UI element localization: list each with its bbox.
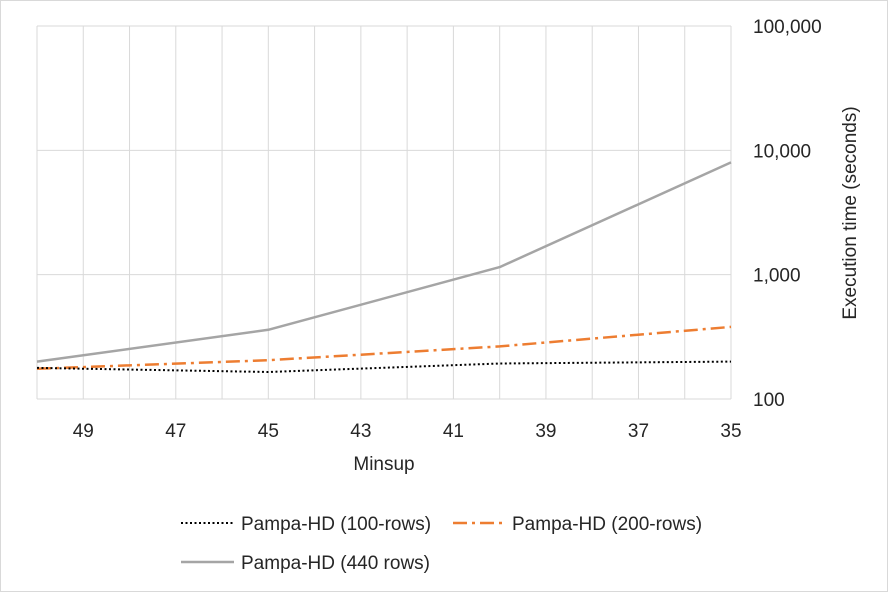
x-axis-ticks: 49 47 45 43 41 39 37 35: [73, 421, 742, 442]
y-tick-label: 100: [753, 390, 785, 411]
x-tick-label: 41: [443, 421, 464, 442]
y-axis-ticks: 100 1,000 10,000 100,000: [753, 17, 822, 411]
x-axis-label: Minsup: [353, 454, 414, 475]
legend-label-3: Pampa-HD (440 rows): [241, 553, 430, 574]
legend-label-1: Pampa-HD (100-rows): [241, 514, 431, 535]
gridlines: [36, 25, 732, 400]
y-tick-label: 100,000: [753, 17, 822, 38]
x-tick-label: 35: [720, 421, 741, 442]
x-tick-label: 37: [628, 421, 649, 442]
x-tick-label: 47: [165, 421, 186, 442]
y-tick-label: 1,000: [753, 266, 801, 287]
series-line-3: [36, 161, 732, 363]
series-line-2: [36, 325, 732, 371]
x-tick-label: 45: [258, 421, 279, 442]
y-axis-label: Execution time (seconds): [840, 106, 861, 319]
legend-label-2: Pampa-HD (200-rows): [512, 514, 702, 535]
x-tick-label: 43: [350, 421, 371, 442]
x-tick-label: 39: [535, 421, 556, 442]
x-tick-label: 49: [73, 421, 94, 442]
legend: Pampa-HD (100-rows) Pampa-HD (200-rows) Pa…: [181, 514, 702, 574]
series-line-1: [36, 360, 732, 373]
y-tick-label: 10,000: [753, 141, 811, 162]
series-lines: [36, 161, 732, 373]
